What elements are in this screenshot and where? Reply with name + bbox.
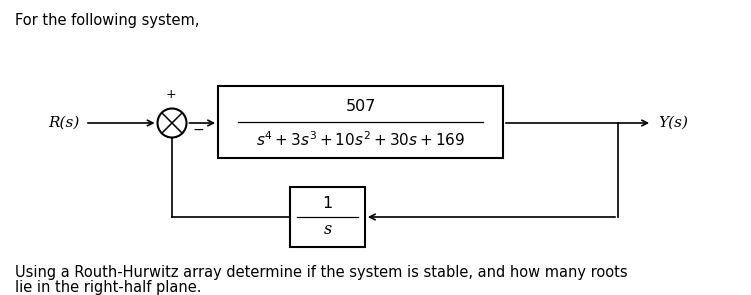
FancyBboxPatch shape [218, 86, 503, 158]
Text: lie in the right-half plane.: lie in the right-half plane. [15, 280, 201, 295]
FancyBboxPatch shape [290, 187, 365, 247]
Text: 507: 507 [345, 99, 376, 114]
Text: Using a Routh-Hurwitz array determine if the system is stable, and how many root: Using a Routh-Hurwitz array determine if… [15, 265, 628, 280]
Text: +: + [165, 88, 176, 101]
Text: R(s): R(s) [49, 116, 80, 130]
Text: For the following system,: For the following system, [15, 13, 199, 28]
Text: s: s [324, 222, 332, 238]
Text: $s^4 + 3s^3 + 10s^2 + 30s + 169$: $s^4 + 3s^3 + 10s^2 + 30s + 169$ [256, 130, 465, 149]
Text: 1: 1 [322, 196, 333, 212]
Text: −: − [192, 123, 204, 137]
Text: Y(s): Y(s) [658, 116, 688, 130]
